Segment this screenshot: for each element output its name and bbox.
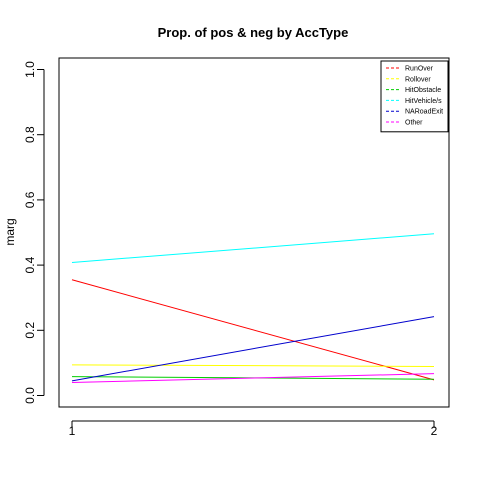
y-tick-label: 0.2 bbox=[23, 322, 37, 339]
legend-label: RunOver bbox=[405, 66, 434, 73]
legend-label: NARoadExit bbox=[405, 109, 443, 116]
legend-label: HitObstacle bbox=[405, 87, 441, 94]
y-tick-label: 0.4 bbox=[23, 256, 37, 273]
legend-label: Rollover bbox=[405, 76, 431, 83]
y-tick-label: 0.0 bbox=[23, 387, 37, 404]
plot-frame bbox=[58, 57, 450, 408]
y-tick-label: 0.8 bbox=[23, 126, 37, 143]
series-line-hitvehicle-s bbox=[71, 233, 435, 263]
series-line-runover bbox=[71, 279, 435, 381]
series-line-naroadexit bbox=[71, 316, 435, 382]
series-layer bbox=[71, 233, 435, 383]
y-axis: 0.0 0.2 0.4 0.6 0.8 1.0 bbox=[23, 61, 45, 404]
series-line-rollover bbox=[71, 364, 435, 367]
y-axis-label: marg bbox=[3, 218, 17, 245]
legend: RunOver Rollover HitObstacle HitVehicle/s NA… bbox=[380, 60, 449, 133]
chart-title: Prop. of pos & neg by AccType bbox=[158, 25, 349, 40]
y-tick-label: 0.6 bbox=[23, 191, 37, 208]
y-tick-label: 1.0 bbox=[23, 61, 37, 78]
legend-box bbox=[380, 60, 449, 133]
legend-label: Other bbox=[405, 120, 423, 127]
series-line-other bbox=[71, 373, 435, 383]
x-tick-label: 1 bbox=[69, 424, 76, 438]
legend-label: HitVehicle/s bbox=[405, 98, 442, 105]
x-tick-label: 2 bbox=[431, 424, 438, 438]
